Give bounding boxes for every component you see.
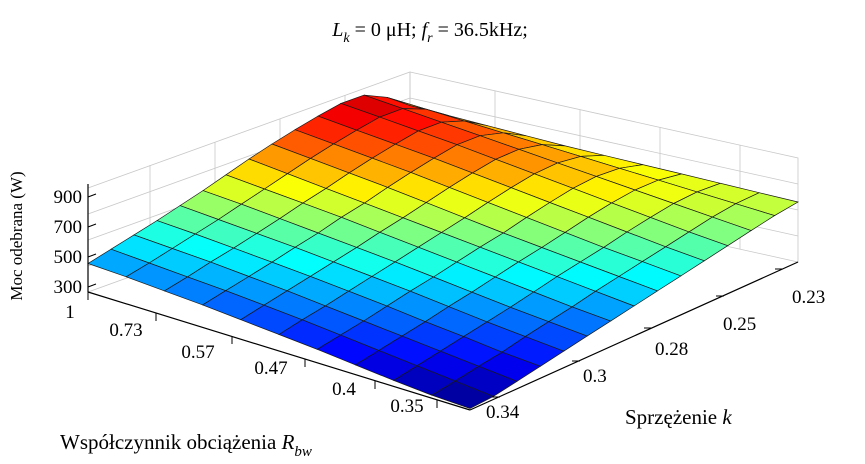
y-tick-label: 0.3	[583, 366, 607, 387]
z-tick-labels: 900 700 500 300	[54, 187, 83, 298]
x-axis-label-text: Współczynnik obciążenia	[60, 430, 282, 454]
surface-patch	[430, 380, 495, 409]
z-tick-label: 500	[54, 247, 83, 268]
title-f-value: = 36.5kHz;	[433, 19, 528, 41]
y-ticks	[492, 268, 783, 398]
y-tick-label: 0.28	[655, 339, 688, 360]
x-axis-label-var: R	[281, 430, 295, 454]
z-tick-mark	[87, 253, 97, 258]
x-axis-label-sub: bw	[294, 444, 312, 460]
title-f-subscript: r	[427, 31, 433, 46]
x-axis-label: Współczynnik obciążenia Rbw	[60, 430, 312, 460]
x-tick-label: 1	[65, 302, 75, 323]
title-l-symbol: L	[331, 19, 343, 41]
z-tick-mark	[87, 223, 97, 228]
y-tick-label: 0.34	[486, 402, 520, 423]
z-tick-label: 700	[54, 217, 83, 238]
x-tick-label: 0.35	[390, 396, 423, 417]
y-axis-label-var: k	[722, 405, 732, 429]
x-tick-labels: 1 0.73 0.57 0.47 0.4 0.35	[65, 302, 423, 417]
chart-title: Lk = 0 μH; fr = 36.5kHz;	[331, 19, 528, 46]
z-tick-mark	[87, 193, 97, 198]
title-l-value: = 0 μH;	[350, 19, 422, 41]
grid-line	[409, 97, 799, 185]
y-axis-line	[469, 261, 799, 411]
x-tick-label: 0.57	[181, 342, 214, 363]
x-axis-line	[87, 291, 471, 411]
x-ticks	[87, 292, 438, 408]
z-axis-label: Moc odebrana (W)	[7, 171, 26, 300]
title-f-symbol: f	[422, 19, 430, 41]
z-tick-mark	[87, 283, 97, 288]
x-tick-label: 0.47	[254, 358, 287, 379]
axes	[87, 184, 799, 411]
y-tick-label: 0.25	[723, 314, 756, 335]
title-l-subscript: k	[343, 31, 350, 46]
y-tick-labels: 0.23 0.25 0.28 0.3 0.34	[486, 287, 825, 423]
z-tick-label: 300	[54, 277, 83, 298]
z-tick-label: 900	[54, 187, 83, 208]
z-ticks	[87, 193, 97, 288]
x-tick-label: 0.4	[332, 379, 356, 400]
x-tick-label: 0.73	[109, 320, 142, 341]
y-axis-label-text: Sprzężenie	[625, 405, 722, 429]
surface-patches	[87, 94, 799, 409]
y-tick-label: 0.23	[792, 287, 825, 308]
y-axis-label: Sprzężenie k	[625, 405, 732, 429]
